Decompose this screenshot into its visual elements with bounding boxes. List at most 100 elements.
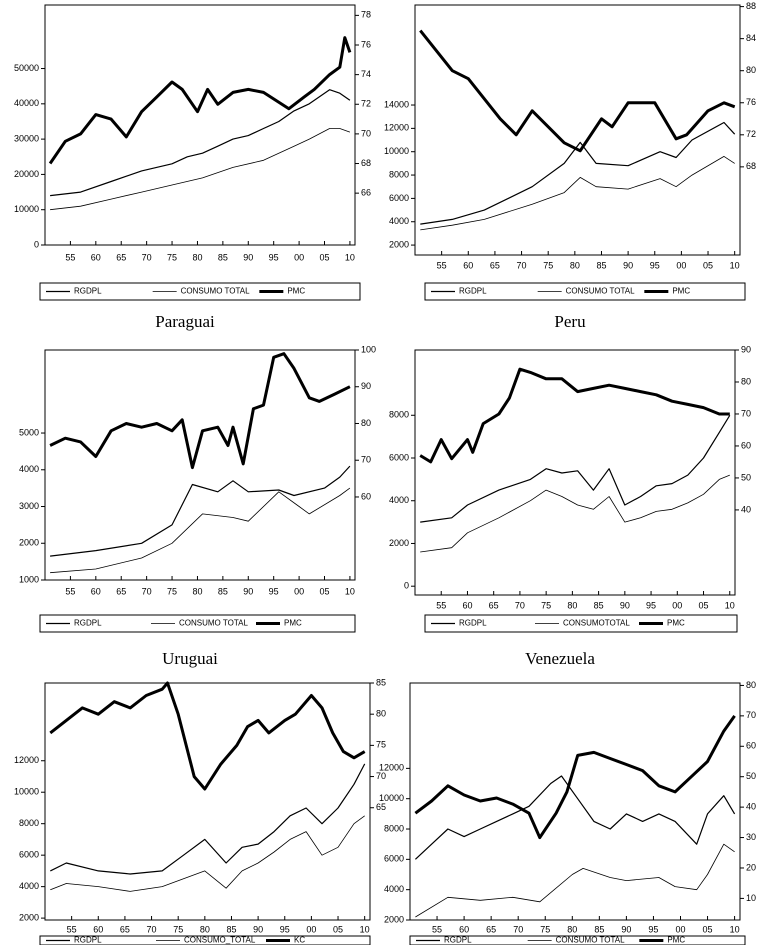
x-tick-label: 90 <box>253 924 263 934</box>
legend-label: KC <box>294 936 305 945</box>
x-tick-label: 55 <box>432 924 442 934</box>
x-tick-label: 70 <box>147 924 157 934</box>
x-tick-label: 05 <box>320 252 330 262</box>
x-tick-label: 75 <box>173 924 183 934</box>
x-tick-label: 80 <box>567 924 577 934</box>
x-tick-label: 90 <box>243 586 253 596</box>
y-tick-label: 14000 <box>384 99 409 109</box>
y2-tick-label: 68 <box>361 158 371 168</box>
x-tick-label: 70 <box>142 586 152 596</box>
x-tick-label: 90 <box>243 252 253 262</box>
y-tick-label: 4000 <box>384 884 404 894</box>
x-tick-label: 00 <box>294 252 304 262</box>
y-tick-label: 12000 <box>384 123 409 133</box>
series-line <box>415 843 735 918</box>
legend-label: RGDPL <box>459 619 487 628</box>
plot-frame <box>409 682 741 921</box>
x-tick-label: 05 <box>703 924 713 934</box>
y-tick-label: 6000 <box>384 854 404 864</box>
y-tick-label: 2000 <box>19 912 39 922</box>
x-tick-label: 70 <box>513 924 523 934</box>
x-tick-label: 10 <box>345 252 355 262</box>
x-tick-label: 75 <box>543 260 553 270</box>
x-tick-label: 70 <box>515 600 525 610</box>
legend-label: CONSUMOTOTAL <box>563 619 630 628</box>
legend-label: CONSUMO TOTAL <box>566 287 635 296</box>
y2-tick-label: 70 <box>746 710 756 720</box>
legend-label: CONSUMO TOTAL <box>181 287 250 296</box>
legend-box <box>424 614 738 633</box>
legend-label: PMC <box>284 619 302 628</box>
series-line <box>414 715 736 840</box>
series-line <box>50 465 351 557</box>
panel: Paraguai10002000300040005000607080901005… <box>19 312 376 633</box>
series-line <box>420 474 730 553</box>
x-tick-label: 65 <box>489 600 499 610</box>
series-line <box>420 121 736 225</box>
y2-tick-label: 80 <box>746 680 756 690</box>
x-tick-label: 55 <box>67 924 77 934</box>
legend-label: CONSUMO TOTAL <box>556 936 625 945</box>
x-tick-label: 90 <box>621 924 631 934</box>
y2-tick-label: 66 <box>361 188 371 198</box>
chart-title: Uruguai <box>162 649 218 668</box>
x-tick-label: 75 <box>167 586 177 596</box>
y-tick-label: 20000 <box>14 169 39 179</box>
panel: 2000400060008000100001200014000687276808… <box>384 1 756 301</box>
x-tick-label: 95 <box>269 252 279 262</box>
y-tick-label: 10000 <box>14 204 39 214</box>
x-tick-label: 70 <box>517 260 527 270</box>
y-tick-label: 2000 <box>389 538 409 548</box>
series-line <box>419 29 736 153</box>
x-tick-label: 10 <box>345 586 355 596</box>
y2-tick-label: 60 <box>746 741 756 751</box>
x-tick-label: 65 <box>486 924 496 934</box>
y2-tick-label: 80 <box>746 65 756 75</box>
y2-tick-label: 70 <box>376 771 386 781</box>
y2-tick-label: 80 <box>361 418 371 428</box>
y2-tick-label: 30 <box>746 832 756 842</box>
y2-tick-label: 70 <box>361 128 371 138</box>
legend-label: PMC <box>667 936 685 945</box>
y2-tick-label: 85 <box>376 677 386 687</box>
x-tick-label: 95 <box>280 924 290 934</box>
x-tick-label: 85 <box>596 260 606 270</box>
x-tick-label: 55 <box>65 586 75 596</box>
series-line <box>50 763 366 875</box>
y2-tick-label: 50 <box>746 771 756 781</box>
y-tick-label: 2000 <box>19 538 39 548</box>
series-line <box>50 487 351 574</box>
y2-tick-label: 50 <box>741 472 751 482</box>
x-tick-label: 60 <box>93 924 103 934</box>
plot-frame <box>414 4 741 256</box>
y2-tick-label: 76 <box>361 39 371 49</box>
y-tick-label: 6000 <box>19 850 39 860</box>
legend-label: RGDPL <box>74 287 102 296</box>
x-tick-label: 85 <box>594 600 604 610</box>
legend-label: RGDPL <box>74 619 102 628</box>
legend-label: PMC <box>672 287 690 296</box>
x-tick-label: 95 <box>648 924 658 934</box>
plot-frame <box>414 349 736 596</box>
y-tick-label: 5000 <box>19 427 39 437</box>
panel: Venezuela2000400060008000100001200010203… <box>379 649 756 945</box>
legend-box <box>39 614 356 633</box>
plot-frame <box>44 349 356 581</box>
x-tick-label: 10 <box>730 260 740 270</box>
y-tick-label: 4000 <box>19 881 39 891</box>
series-line <box>49 352 351 470</box>
x-tick-label: 85 <box>594 924 604 934</box>
panel: 0 10000 20000 30000 40000 50000 66 68 70 72 74 76 78… <box>14 4 371 301</box>
chart-title: Venezuela <box>525 649 595 668</box>
x-tick-label: 75 <box>167 252 177 262</box>
y2-tick-label: 65 <box>376 802 386 812</box>
x-tick-label: 80 <box>200 924 210 934</box>
series-line <box>49 681 366 791</box>
x-tick-label: 65 <box>116 586 126 596</box>
y2-tick-label: 100 <box>361 344 376 354</box>
legend-label: RGDPL <box>444 936 472 945</box>
x-tick-label: 00 <box>672 600 682 610</box>
x-tick-label: 80 <box>567 600 577 610</box>
x-tick-label: 00 <box>306 924 316 934</box>
